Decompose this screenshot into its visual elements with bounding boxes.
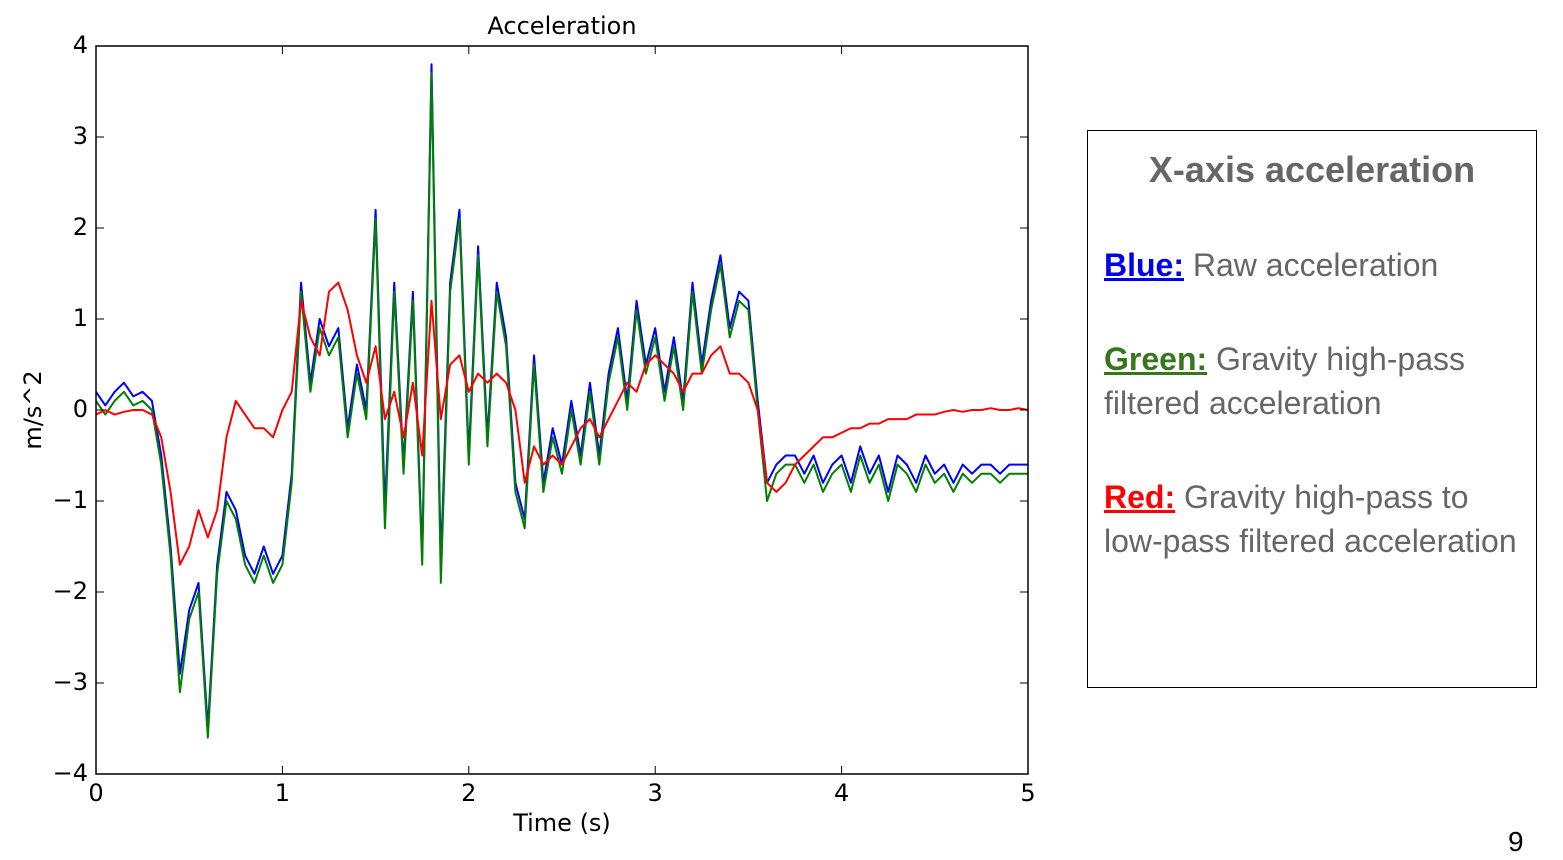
x-tick-label: 3 [648,779,663,807]
panel-title: X-axis acceleration [1148,149,1476,190]
data-line [95,281,1029,566]
data-line [95,63,1028,730]
x-tick-label: 4 [834,779,849,807]
y-tick-label: 1 [73,304,88,332]
x-tick-label: 5 [1020,779,1035,807]
y-tick-label: 4 [73,31,88,59]
legend-description: Gravity high-pass to low-pass filtered a… [1104,479,1517,559]
page-number: 9 [1508,826,1524,857]
x-tick-label: 2 [461,779,476,807]
y-tick-label: −4 [53,759,88,787]
chart: Acceleration Time (s) m/s^2 −4 −3 −2 −1 0 1 2 3… [19,12,1036,837]
y-tick-label: −1 [53,486,88,514]
plot-frame [95,45,1029,775]
x-tick-label: 1 [275,779,290,807]
legend-label: Red: [1104,479,1176,515]
y-tick-label: 3 [73,122,88,150]
legend-description: Gravity high-pass filtered acceleration [1104,341,1466,421]
y-tick-label: 2 [73,213,88,241]
y-tick-label: −2 [53,577,88,605]
legend-item: Red: Gravity high-pass to low-pass filte… [1104,475,1520,563]
y-tick-label: 0 [73,395,88,423]
y-tick-label: −3 [53,668,88,696]
chart-title: Acceleration [487,12,636,40]
legend-description: Raw acceleration [1192,247,1439,283]
legend-label: Blue: [1104,247,1184,283]
data-line [95,72,1028,739]
x-tick-label: 0 [88,779,103,807]
legend-label: Green: [1104,341,1208,377]
description-panel: X-axis acceleration Blue: Raw accelerati… [1087,130,1537,688]
x-axis-label: Time (s) [512,809,611,837]
y-axis-label: m/s^2 [19,370,47,449]
legend-item: Green: Gravity high-pass filtered accele… [1104,337,1520,425]
legend-item: Blue: Raw acceleration [1104,243,1520,287]
